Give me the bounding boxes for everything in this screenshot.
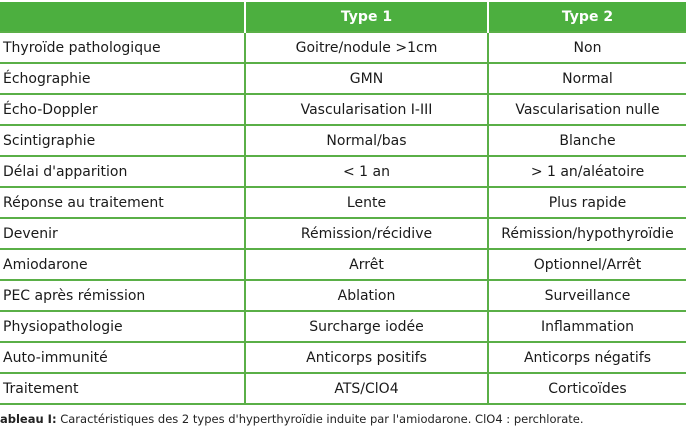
type2-cell: Plus rapide bbox=[487, 186, 686, 218]
type1-cell: Surcharge iodée bbox=[244, 310, 488, 342]
row-label-cell: Auto-immunité bbox=[0, 341, 245, 373]
table-row: Écho-Doppler Vascularisation I-III Vascula… bbox=[0, 93, 686, 125]
type2-cell: Optionnel/Arrêt bbox=[487, 248, 686, 280]
type1-cell: Goitre/nodule >1cm bbox=[244, 31, 488, 63]
table-row: Thyroïde pathologique Goitre/nodule >1cm N… bbox=[0, 31, 686, 63]
header-empty-cell bbox=[0, 2, 245, 32]
type1-cell: Ablation bbox=[244, 279, 488, 311]
row-label-cell: Écho-Doppler bbox=[0, 93, 245, 125]
table-row: Physiopathologie Surcharge iodée Inflammat… bbox=[0, 310, 686, 342]
table-row: Scintigraphie Normal/bas Blanche bbox=[0, 124, 686, 156]
table-row: Amiodarone Arrêt Optionnel/Arrêt bbox=[0, 248, 686, 280]
type1-cell: Anticorps positifs bbox=[244, 341, 488, 373]
row-label-cell: Échographie bbox=[0, 62, 245, 94]
table-caption: ableau I: Caractéristiques des 2 types d… bbox=[0, 412, 584, 426]
type2-cell: Anticorps négatifs bbox=[487, 341, 686, 373]
table-row: PEC après rémission Ablation Surveillance bbox=[0, 279, 686, 311]
caption-label: ableau I: bbox=[0, 412, 57, 426]
type2-cell: Vascularisation nulle bbox=[487, 93, 686, 125]
type2-cell: Normal bbox=[487, 62, 686, 94]
row-label-cell: Traitement bbox=[0, 372, 245, 405]
type1-cell: Rémission/récidive bbox=[244, 217, 488, 249]
row-label-cell: Scintigraphie bbox=[0, 124, 245, 156]
type1-cell: Arrêt bbox=[244, 248, 488, 280]
type2-cell: Non bbox=[487, 31, 686, 63]
table-row: Réponse au traitement Lente Plus rapide bbox=[0, 186, 686, 218]
row-label-cell: Thyroïde pathologique bbox=[0, 31, 245, 63]
table-row: Devenir Rémission/récidive Rémission/hypot… bbox=[0, 217, 686, 249]
caption-text: Caractéristiques des 2 types d'hyperthyr… bbox=[56, 412, 584, 426]
type1-cell: < 1 an bbox=[244, 155, 488, 187]
type2-cell: Surveillance bbox=[487, 279, 686, 311]
row-label-cell: PEC après rémission bbox=[0, 279, 245, 311]
table-row: Auto-immunité Anticorps positifs Anticorps… bbox=[0, 341, 686, 373]
table-row: Délai d'apparition < 1 an > 1 an/aléatoire bbox=[0, 155, 686, 187]
table-header-row: Type 1 Type 2 bbox=[0, 2, 686, 32]
type2-cell: Blanche bbox=[487, 124, 686, 156]
table-row: Échographie GMN Normal bbox=[0, 62, 686, 94]
type1-cell: Vascularisation I-III bbox=[244, 93, 488, 125]
type2-cell: Corticoïdes bbox=[487, 372, 686, 405]
row-label-cell: Physiopathologie bbox=[0, 310, 245, 342]
table-row: Traitement ATS/ClO4 Corticoïdes bbox=[0, 372, 686, 405]
type2-cell: > 1 an/aléatoire bbox=[487, 155, 686, 187]
table-body: Thyroïde pathologique Goitre/nodule >1cm N… bbox=[0, 31, 686, 405]
type2-cell: Rémission/hypothyroïdie bbox=[487, 217, 686, 249]
type1-cell: Lente bbox=[244, 186, 488, 218]
type1-cell: Normal/bas bbox=[244, 124, 488, 156]
row-label-cell: Délai d'apparition bbox=[0, 155, 245, 187]
header-type1: Type 1 bbox=[244, 2, 488, 32]
header-type2: Type 2 bbox=[487, 2, 686, 32]
type2-cell: Inflammation bbox=[487, 310, 686, 342]
row-label-cell: Devenir bbox=[0, 217, 245, 249]
row-label-cell: Réponse au traitement bbox=[0, 186, 245, 218]
comparison-table: Type 1 Type 2 Thyroïde pathologique Goitr… bbox=[0, 2, 686, 405]
type1-cell: GMN bbox=[244, 62, 488, 94]
row-label-cell: Amiodarone bbox=[0, 248, 245, 280]
type1-cell: ATS/ClO4 bbox=[244, 372, 488, 405]
